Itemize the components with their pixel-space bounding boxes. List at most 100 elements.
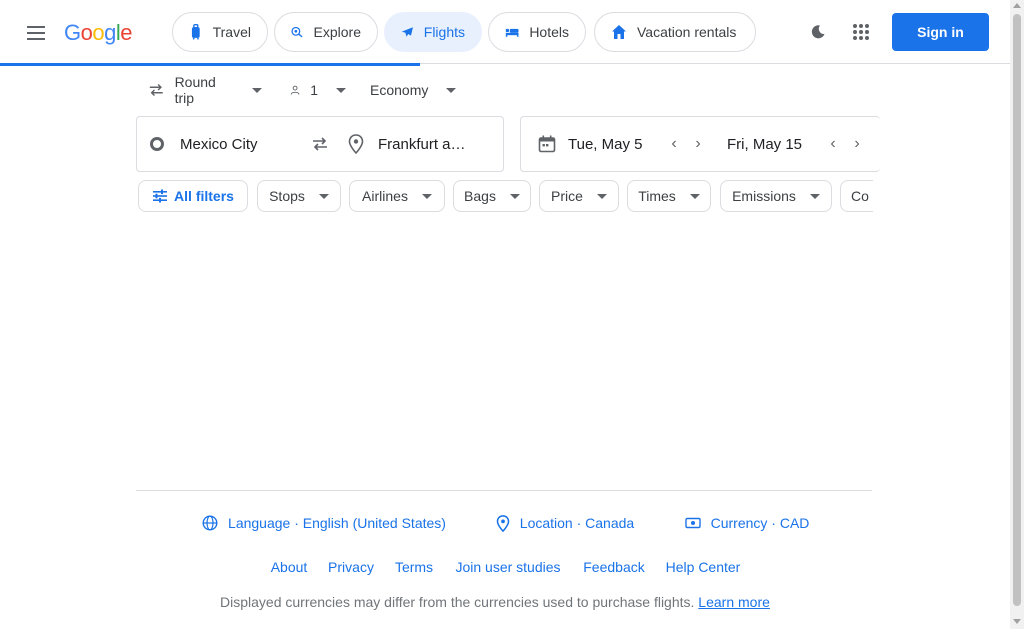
times-filter-label: Times	[638, 188, 676, 204]
return-prev-day-button[interactable]: ‹	[822, 128, 844, 160]
currency-disclaimer: Displayed currencies may differ from the…	[220, 594, 770, 610]
currency-disclaimer-text: Displayed currencies may differ from the…	[220, 594, 695, 610]
departure-next-day-button[interactable]: ›	[687, 128, 709, 160]
trip-type-value: Round trip	[174, 74, 216, 106]
price-filter-chip[interactable]: Price	[539, 180, 619, 212]
airlines-filter-chip[interactable]: Airlines	[349, 180, 445, 212]
stops-filter-chip[interactable]: Stops	[257, 180, 341, 212]
emissions-filter-label: Emissions	[732, 188, 796, 204]
nav-flights-label: Flights	[423, 24, 465, 40]
origin-circle-icon	[150, 137, 164, 151]
location-label: Location · Canada	[519, 515, 635, 531]
location-pin-icon	[348, 134, 364, 154]
globe-icon	[202, 515, 218, 531]
google-logo[interactable]: Google	[64, 20, 133, 45]
google-apps-button[interactable]	[843, 14, 879, 50]
departure-prev-day-button[interactable]: ‹	[663, 128, 685, 160]
feedback-link[interactable]: Feedback	[583, 559, 645, 575]
person-icon	[290, 85, 300, 95]
chevron-down-icon	[421, 193, 432, 199]
explore-icon	[291, 26, 303, 38]
trip-type-select[interactable]: Round trip	[136, 66, 274, 114]
origin-field[interactable]: Mexico City	[150, 128, 258, 160]
chevron-right-icon: ›	[695, 135, 701, 152]
top-app-bar: Google Travel Explore Flights	[0, 0, 1010, 66]
chevron-left-icon: ‹	[671, 135, 677, 152]
terms-link[interactable]: Terms	[394, 559, 434, 575]
nav-vacation-rentals-label: Vacation rentals	[637, 24, 737, 40]
destination-field[interactable]: Frankfurt a…	[348, 128, 466, 160]
nav-travel-tab[interactable]: Travel	[172, 12, 268, 52]
help-center-link[interactable]: Help Center	[665, 559, 741, 575]
origin-value: Mexico City	[180, 135, 258, 153]
nav-travel-label: Travel	[212, 24, 251, 40]
currency-button[interactable]: Currency · CAD	[669, 508, 825, 538]
chevron-down-icon	[809, 193, 820, 199]
house-icon	[612, 25, 626, 39]
stops-filter-label: Stops	[269, 188, 305, 204]
swap-arrows-icon	[313, 137, 327, 151]
chevron-down-icon	[446, 87, 457, 93]
sign-in-button[interactable]: Sign in	[892, 13, 989, 51]
passengers-select[interactable]: 1	[278, 66, 358, 114]
nav-hotels-label: Hotels	[529, 24, 569, 40]
airplane-icon	[401, 27, 413, 37]
banknote-icon	[684, 517, 701, 529]
page-scrollbar[interactable]	[1010, 0, 1024, 629]
currency-label: Currency · CAD	[710, 515, 810, 531]
nav-flights-tab[interactable]: Flights	[384, 12, 482, 52]
times-filter-chip[interactable]: Times	[627, 180, 711, 212]
departure-date-field[interactable]: Tue, May 5	[538, 128, 662, 160]
moon-icon	[811, 25, 825, 39]
chevron-down-icon	[596, 193, 607, 199]
language-button[interactable]: Language · English (United States)	[184, 508, 464, 538]
hamburger-menu-icon	[27, 26, 45, 40]
suitcase-icon	[191, 24, 200, 40]
location-button[interactable]: Location · Canada	[479, 508, 651, 538]
all-filters-label: All filters	[174, 188, 234, 204]
tune-sliders-icon	[153, 189, 168, 203]
swap-locations-button[interactable]	[306, 130, 334, 158]
location-pin-icon	[496, 514, 510, 532]
privacy-link[interactable]: Privacy	[328, 559, 374, 575]
chevron-down-icon	[318, 193, 329, 199]
scrollbar-thumb[interactable]	[1013, 14, 1021, 606]
passengers-value: 1	[310, 82, 318, 98]
chevron-down-icon	[252, 87, 262, 93]
bags-filter-chip[interactable]: Bags	[453, 180, 531, 212]
connecting-airports-filter-label: Co	[851, 188, 869, 204]
bags-filter-label: Bags	[464, 188, 496, 204]
dark-theme-toggle[interactable]	[800, 14, 836, 50]
swap-horizontal-icon	[149, 83, 163, 97]
calendar-icon	[538, 135, 556, 153]
nav-explore-label: Explore	[313, 24, 361, 40]
return-date-field[interactable]: Fri, May 15	[727, 128, 823, 160]
main-menu-button[interactable]	[12, 10, 60, 56]
apps-grid-icon	[853, 24, 869, 40]
airlines-filter-label: Airlines	[362, 188, 408, 204]
join-user-studies-link[interactable]: Join user studies	[455, 559, 561, 575]
nav-hotels-tab[interactable]: Hotels	[488, 12, 586, 52]
price-filter-label: Price	[551, 188, 583, 204]
cabin-class-select[interactable]: Economy	[358, 66, 466, 114]
dates-box	[520, 116, 880, 172]
emissions-filter-chip[interactable]: Emissions	[720, 180, 832, 212]
chevron-down-icon	[336, 87, 346, 93]
footer-divider	[136, 490, 872, 491]
chevron-left-icon: ‹	[830, 135, 836, 152]
chevron-right-icon: ›	[854, 135, 860, 152]
scroll-up-arrow-icon[interactable]	[1013, 3, 1021, 8]
about-link[interactable]: About	[270, 559, 308, 575]
scroll-down-arrow-icon[interactable]	[1013, 619, 1021, 624]
learn-more-link[interactable]: Learn more	[698, 594, 770, 610]
all-filters-button[interactable]: All filters	[138, 180, 248, 212]
nav-vacation-rentals-tab[interactable]: Vacation rentals	[594, 12, 756, 52]
connecting-airports-filter-chip[interactable]: Co	[840, 180, 873, 212]
nav-explore-tab[interactable]: Explore	[274, 12, 378, 52]
return-next-day-button[interactable]: ›	[846, 128, 868, 160]
cabin-class-value: Economy	[370, 82, 429, 98]
loading-progress-bar	[0, 63, 420, 66]
bed-icon	[505, 28, 519, 37]
destination-value: Frankfurt a…	[378, 135, 466, 153]
language-label: Language · English (United States)	[228, 515, 446, 531]
